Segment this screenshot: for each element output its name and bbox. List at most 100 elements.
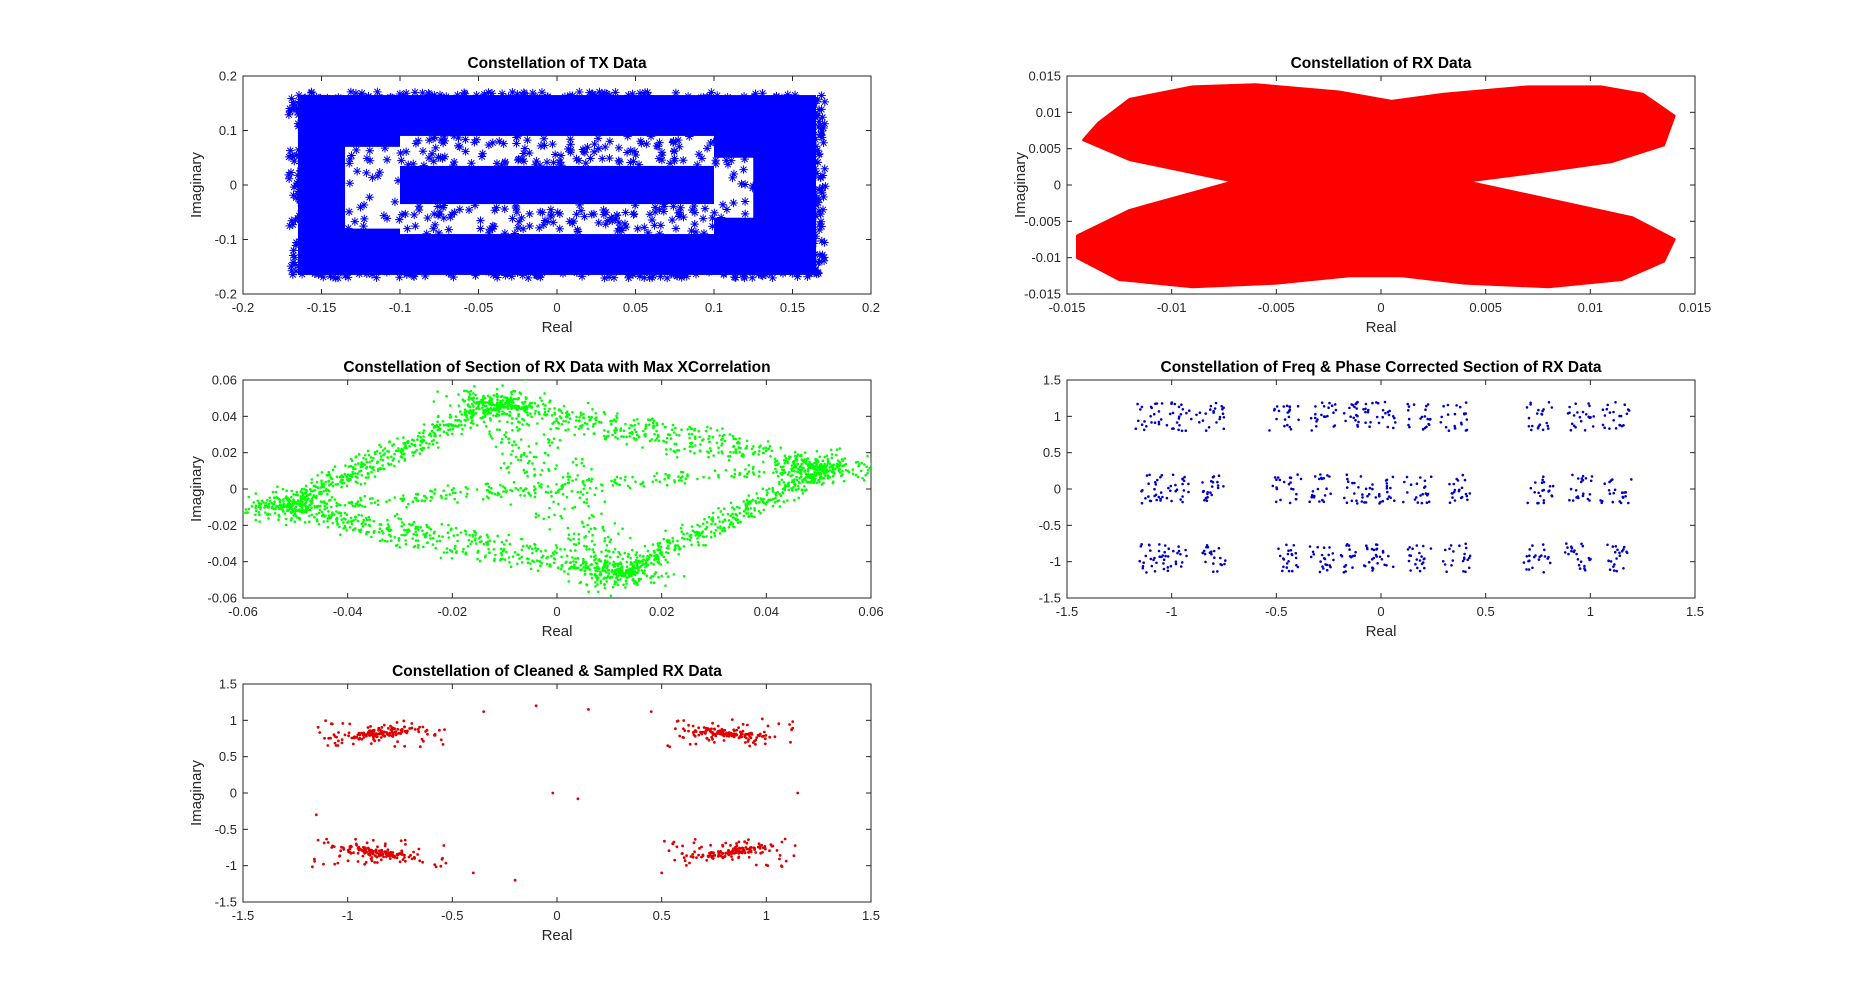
- x-tick-label: -0.2: [232, 300, 254, 315]
- data-point: [304, 501, 308, 505]
- data-point: [345, 154, 355, 164]
- y-tick-label: 0.1: [219, 123, 237, 138]
- data-point: [698, 449, 702, 452]
- data-point: [359, 482, 363, 486]
- data-point: [741, 729, 745, 733]
- data-points: [1076, 83, 1676, 289]
- data-point: [579, 580, 583, 584]
- data-point: [758, 450, 761, 453]
- data-point: [697, 154, 707, 163]
- data-point: [754, 743, 757, 746]
- data-point: [657, 151, 667, 160]
- data-point: [833, 472, 836, 475]
- data-point: [821, 182, 830, 191]
- data-point: [1145, 474, 1149, 477]
- data-point: [748, 183, 757, 193]
- data-point: [1142, 428, 1146, 432]
- data-point: [476, 216, 485, 225]
- data-point: [596, 569, 599, 573]
- data-point: [1175, 488, 1179, 492]
- data-point: [823, 462, 826, 466]
- data-point: [594, 580, 597, 584]
- data-point: [653, 432, 656, 436]
- data-point: [555, 224, 564, 234]
- data-point: [657, 548, 661, 552]
- data-point: [1313, 416, 1317, 420]
- data-point: [656, 272, 665, 281]
- data-point: [641, 559, 644, 563]
- data-point: [652, 424, 655, 428]
- data-point: [465, 495, 468, 498]
- data-point: [1370, 547, 1374, 551]
- data-point: [484, 140, 494, 150]
- data-point: [356, 481, 359, 485]
- data-point: [624, 422, 627, 426]
- data-point: [601, 142, 610, 152]
- data-point: [441, 420, 445, 423]
- data-point: [1162, 558, 1166, 561]
- data-point: [348, 526, 352, 529]
- data-point: [740, 197, 750, 206]
- data-point: [664, 584, 667, 587]
- data-point: [1529, 486, 1533, 490]
- data-point: [630, 267, 639, 277]
- data-point: [367, 516, 371, 519]
- data-point: [662, 273, 672, 283]
- data-point: [1578, 415, 1582, 419]
- data-point: [745, 439, 749, 443]
- data-point: [802, 98, 812, 107]
- data-point: [291, 266, 301, 276]
- data-point: [765, 502, 768, 505]
- data-point: [652, 581, 656, 584]
- data-point: [323, 504, 327, 508]
- data-point: [1168, 412, 1172, 416]
- data-point: [1522, 561, 1526, 564]
- data-point: [748, 273, 757, 282]
- data-point: [729, 198, 738, 208]
- data-point: [532, 455, 536, 459]
- data-point: [1462, 570, 1465, 573]
- data-point: [652, 141, 662, 151]
- data-point: [512, 207, 522, 217]
- data-point: [1364, 487, 1368, 491]
- data-point: [300, 491, 304, 494]
- data-point: [621, 208, 630, 217]
- data-point: [333, 741, 337, 745]
- data-point: [730, 272, 739, 282]
- data-point: [613, 418, 616, 422]
- data-point: [1527, 568, 1531, 571]
- data-point: [1362, 408, 1365, 411]
- data-point: [1140, 405, 1144, 409]
- data-point: [523, 494, 526, 497]
- data-point: [285, 497, 289, 500]
- data-point: [397, 460, 401, 463]
- data-point: [656, 560, 659, 564]
- data-point: [273, 500, 276, 504]
- data-point: [640, 273, 649, 282]
- data-point: [1444, 548, 1447, 552]
- data-point: [297, 234, 307, 243]
- data-point: [593, 493, 597, 497]
- data-point: [342, 521, 345, 524]
- data-point: [727, 156, 736, 165]
- data-point: [702, 543, 705, 547]
- data-point: [1320, 553, 1324, 557]
- data-point: [1463, 552, 1466, 556]
- data-point: [487, 496, 490, 500]
- data-point: [294, 177, 303, 186]
- data-point: [583, 421, 587, 425]
- data-point: [304, 484, 308, 488]
- data-point: [304, 491, 307, 495]
- data-point: [1423, 479, 1427, 483]
- data-point: [560, 411, 564, 415]
- data-point: [1568, 498, 1571, 502]
- data-point: [1166, 566, 1170, 569]
- data-point: [296, 516, 299, 519]
- data-point: [1219, 556, 1222, 560]
- data-point: [337, 731, 340, 734]
- data-point: [390, 455, 393, 459]
- data-point: [1364, 421, 1367, 425]
- data-point: [752, 471, 755, 474]
- data-point: [1325, 487, 1328, 491]
- data-point: [523, 135, 532, 145]
